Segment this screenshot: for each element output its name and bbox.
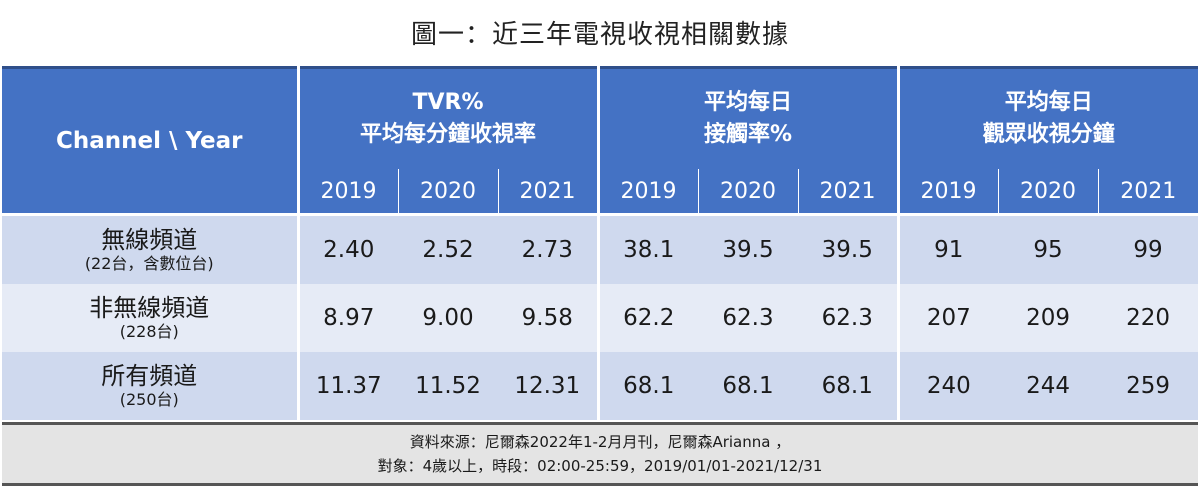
year-header: 2021 [797, 169, 899, 215]
year-header: 2021 [1097, 169, 1199, 215]
table-body: 無線頻道 (22台，含數位台) 2.40 2.52 2.73 38.1 39.5 39.5 91… [2, 214, 1199, 420]
value-cell: 38.1 [596, 214, 698, 284]
channel-name: 所有頻道 [101, 362, 198, 390]
value-cell: 11.52 [398, 352, 498, 420]
row-header-cell: 所有頻道 (250台) [2, 352, 298, 420]
year-header: 2019 [896, 169, 999, 215]
row-header-cell: 無線頻道 (22台，含數位台) [2, 214, 298, 284]
figure-title: 圖一：近三年電視收視相關數據 [410, 19, 789, 50]
value-cell: 91 [896, 214, 999, 284]
value-cell: 68.1 [698, 352, 798, 420]
group-header-line2: 接觸率% [703, 122, 793, 147]
source-note-line1: 資料來源：尼爾森2022年1-2月月刊，尼爾森Arianna ， [409, 433, 791, 451]
value-cell: 240 [896, 352, 999, 420]
group-header-line2: 觀眾收視分鐘 [982, 122, 1115, 147]
value-cell: 11.37 [296, 352, 398, 420]
source-note: 資料來源：尼爾森2022年1-2月月刊，尼爾森Arianna ， 對象：4歲以上… [2, 422, 1198, 486]
data-table: Channel \ Year TVR% 平均每分鐘收視率 平均每日 接觸率% 平… [2, 66, 1199, 420]
value-cell: 62.3 [798, 284, 899, 352]
value-cell: 2.52 [398, 214, 498, 284]
value-cell: 2.73 [498, 214, 598, 284]
data-table-container: Channel \ Year TVR% 平均每分鐘收視率 平均每日 接觸率% 平… [2, 66, 1199, 420]
group-header-reach: 平均每日 接觸率% [596, 67, 899, 169]
value-cell: 68.1 [798, 352, 899, 420]
value-cell: 39.5 [698, 214, 798, 284]
source-note-line2: 對象：4歲以上，時段：02:00-25:59，2019/01/01-2021/1… [377, 457, 823, 475]
group-header-line1: 平均每日 [704, 90, 793, 115]
channel-name: 非無線頻道 [89, 294, 210, 322]
year-header: 2020 [397, 169, 498, 215]
corner-header: Channel \ Year [2, 67, 298, 215]
year-header: 2021 [497, 169, 598, 215]
value-cell: 39.5 [798, 214, 899, 284]
table-row: 無線頻道 (22台，含數位台) 2.40 2.52 2.73 38.1 39.5 39.5 91… [2, 214, 1199, 284]
value-cell: 2.40 [296, 214, 398, 284]
channel-count: (228台) [119, 322, 179, 341]
row-header-cell: 非無線頻道 (228台) [2, 284, 298, 352]
group-header-tvr: TVR% 平均每分鐘收視率 [296, 67, 598, 169]
group-header-line2: 平均每分鐘收視率 [359, 122, 536, 147]
value-cell: 209 [998, 284, 1099, 352]
table-row: 所有頻道 (250台) 11.37 11.52 12.31 68.1 68.1 68.1 240… [2, 352, 1199, 420]
group-header-line1: 平均每日 [1004, 90, 1093, 115]
year-header: 2020 [697, 169, 798, 215]
group-header-line1: TVR% [412, 90, 484, 115]
value-cell: 220 [1098, 284, 1199, 352]
channel-name: 無線頻道 [101, 226, 198, 254]
value-cell: 8.97 [296, 284, 398, 352]
value-cell: 99 [1098, 214, 1199, 284]
value-cell: 62.3 [698, 284, 798, 352]
year-header: 2020 [997, 169, 1099, 215]
value-cell: 12.31 [498, 352, 598, 420]
value-cell: 68.1 [596, 352, 698, 420]
year-header: 2019 [296, 169, 398, 215]
channel-count: (22台，含數位台) [84, 254, 214, 273]
table-row: 非無線頻道 (228台) 8.97 9.00 9.58 62.2 62.3 62.3 207 20… [2, 284, 1199, 352]
channel-count: (250台) [119, 390, 179, 409]
value-cell: 207 [896, 284, 999, 352]
value-cell: 9.00 [398, 284, 498, 352]
value-cell: 259 [1098, 352, 1199, 420]
value-cell: 9.58 [498, 284, 598, 352]
value-cell: 62.2 [596, 284, 698, 352]
year-header: 2019 [596, 169, 698, 215]
value-cell: 244 [998, 352, 1099, 420]
value-cell: 95 [998, 214, 1099, 284]
group-header-minutes: 平均每日 觀眾收視分鐘 [896, 67, 1199, 169]
header-row-groups: Channel \ Year TVR% 平均每分鐘收視率 平均每日 接觸率% 平… [2, 67, 1199, 215]
header-row-years: 2019 2020 2021 2019 2020 2021 2019 2020 … [2, 169, 1199, 215]
